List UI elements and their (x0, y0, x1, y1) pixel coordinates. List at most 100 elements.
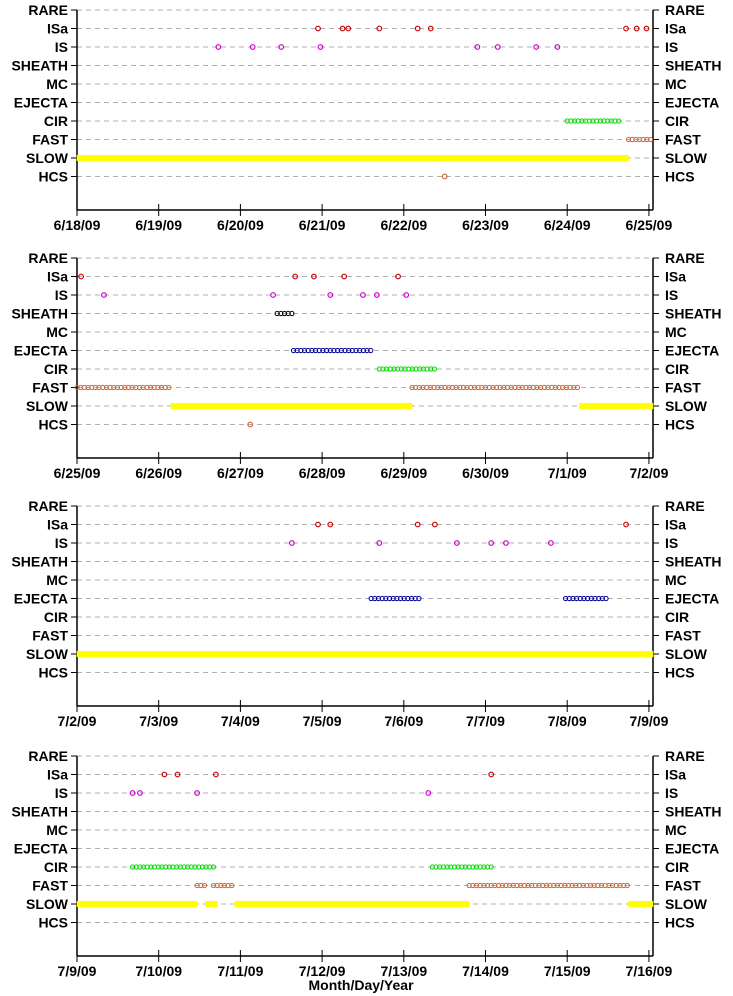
panel-2-fast-marker (571, 384, 577, 391)
panel-2-ejecta-marker (298, 347, 304, 354)
panel-2-fast-marker (74, 384, 80, 391)
panel-2-ejecta-marker (364, 347, 370, 354)
panel-3-x-tick-label: 7/8/09 (548, 713, 587, 729)
panel-4-cir-marker (185, 864, 191, 870)
panel-4-cir-marker (188, 864, 194, 870)
panel-1-cir-marker (612, 118, 618, 124)
panel-2-category-label-right: IS (665, 287, 678, 303)
panel-2-fast-marker (81, 384, 87, 391)
panel-3-category-label-right: FAST (665, 628, 701, 644)
panel-2-fast-marker (519, 384, 525, 391)
panel-2-ejecta-marker (357, 347, 363, 354)
panel-2-fast-marker (460, 384, 467, 391)
panel-4-fast-marker (551, 882, 557, 889)
panel-4-cir-marker (470, 864, 476, 870)
panel-4-cir-marker (484, 864, 491, 870)
panel-3-isa-point (414, 521, 421, 528)
panel-3-category-label-left: ISa (47, 517, 68, 533)
panel-3-category-label-left: SHEATH (11, 554, 68, 570)
panel-2-x-tick-label: 6/25/09 (54, 465, 101, 481)
panel-2-ejecta-marker (324, 347, 330, 354)
panel-3-x-tick-label: 7/5/09 (303, 713, 342, 729)
panel-4-fast-marker (584, 882, 590, 889)
panel-2-fast-marker (545, 384, 551, 391)
panel-1-isa-point (345, 25, 352, 32)
panel-2-fast-marker (501, 384, 507, 391)
panel-3-category-label-right: HCS (665, 665, 695, 681)
panel-4-fast-marker (532, 882, 538, 889)
panel-2-x-tick-label: 6/30/09 (462, 465, 509, 481)
panel-2-fast-marker (527, 384, 533, 391)
panel-3-ejecta-marker (577, 595, 583, 602)
panel-4-category-label-left: EJECTA (14, 841, 68, 857)
panel-4-fast-marker (470, 882, 476, 889)
panel-3-category-label-right: SLOW (665, 646, 708, 662)
panel-2-ejecta-marker (301, 347, 308, 354)
panel-3-x-tick-label: 7/2/09 (58, 713, 97, 729)
panel-2-fast-marker (147, 384, 154, 391)
panel-1-category-label-left: CIR (44, 113, 68, 129)
panel-2-ejecta-marker (342, 347, 348, 354)
panel-2-is-point (270, 292, 276, 298)
panel-1-category-label-right: RARE (665, 2, 705, 18)
panel-2-category-label-left: ISa (47, 269, 68, 285)
panel-4-fast-marker (499, 882, 505, 889)
panel-2-fast-marker (103, 384, 110, 391)
panel-2-fast-marker (574, 384, 581, 391)
panel-2-x-tick-label: 7/1/09 (548, 465, 587, 481)
panel-4-is-point (129, 790, 136, 796)
panel-3-ejecta-marker (368, 595, 374, 602)
panel-1-category-label-left: RARE (28, 2, 68, 18)
panel-2-is-point (373, 292, 380, 298)
panel-4-cir-marker (477, 864, 483, 870)
panel-4-category-label-right: FAST (665, 878, 701, 894)
panel-3-ejecta-marker (585, 595, 591, 602)
panel-2-cir-marker (402, 366, 408, 372)
panel-2-sheath-marker (274, 310, 280, 317)
panel-3-is-point (488, 540, 495, 546)
panel-4-category-label-right: HCS (665, 915, 695, 931)
panel-3-ejecta-marker (372, 595, 378, 602)
panel-2-x-tick-label: 7/2/09 (629, 465, 668, 481)
panel-3-category-label-right: SHEATH (665, 554, 722, 570)
panel-2-category-label-right: EJECTA (665, 343, 719, 359)
panel-3-category-label-left: CIR (44, 609, 68, 625)
panel-2-fast-marker (114, 384, 121, 391)
panel-3-category-label-left: SLOW (26, 646, 69, 662)
panel-4-fast-marker (466, 882, 472, 889)
panel-2-fast-marker (504, 384, 511, 391)
panel-2-category-label-left: SHEATH (11, 306, 68, 322)
panel-2-cir-marker (398, 366, 404, 372)
panel-4-cir-marker (170, 864, 176, 870)
panel-2-ejecta-marker (349, 347, 355, 354)
panel-4-cir-marker (433, 864, 439, 870)
panel-3-ejecta-marker (599, 595, 605, 602)
panel-1-category-label-left: EJECTA (14, 95, 68, 111)
panel-1-category-label-left: MC (46, 76, 68, 92)
panel-2-cir-marker (387, 366, 393, 372)
panel-4-fast-marker (565, 882, 572, 889)
panel-4-cir-marker (462, 864, 469, 870)
panel-4-cir-marker (133, 864, 139, 870)
panel-2-fast-marker (479, 384, 485, 391)
panel-1-x-tick-label: 6/22/09 (380, 217, 427, 233)
panel-3-ejecta-marker (401, 595, 407, 602)
panel-1-isa-point (643, 25, 650, 32)
panel-4-cir-marker (129, 864, 136, 870)
panel-2-category-label-right: RARE (665, 250, 705, 266)
panel-1-isa-point (315, 25, 321, 32)
panel-2-fast-marker (449, 384, 456, 391)
panel-1-fast-marker (625, 136, 632, 143)
panel-2-category-label-right: MC (665, 324, 687, 340)
panel-1-cir-marker (594, 118, 600, 124)
panel-2-category-label-right: FAST (665, 380, 701, 396)
panel-1-isa-point (376, 25, 383, 32)
panel-1-category-label-right: HCS (665, 169, 695, 185)
panel-3-ejecta-marker (405, 595, 411, 602)
panel-1-is-point (278, 44, 285, 50)
panel-1-cir-marker (582, 118, 589, 124)
panel-2-fast-marker (118, 384, 124, 391)
panel-2-fast-marker (493, 384, 500, 391)
panel-3-category-label-right: MC (665, 572, 687, 588)
panel-4-fast-marker (473, 882, 480, 889)
